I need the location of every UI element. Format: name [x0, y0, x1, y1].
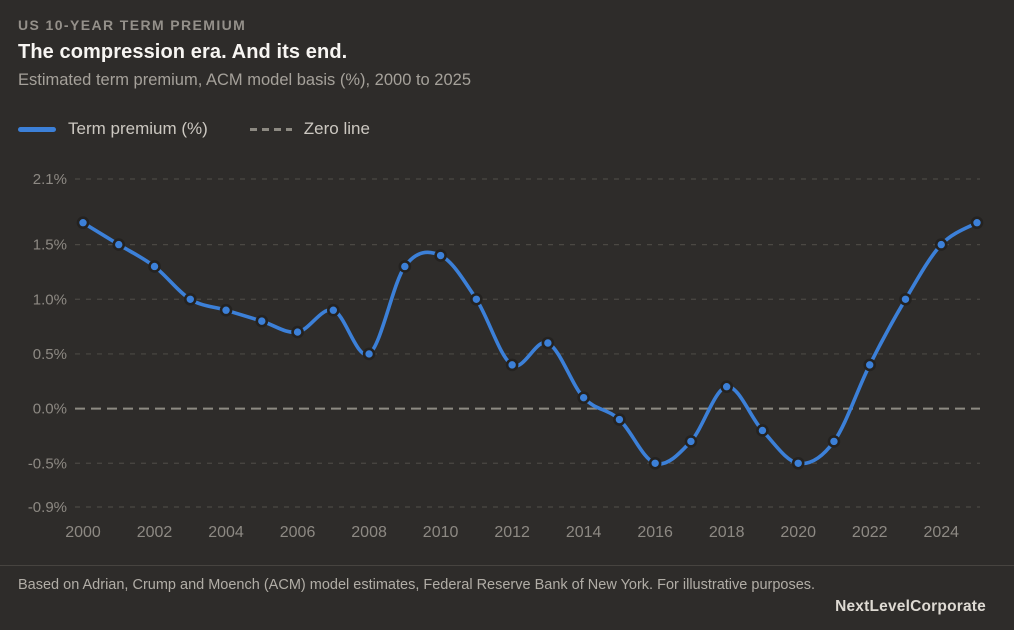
- x-axis-tick-label: 2010: [423, 524, 459, 541]
- series-line-swatch-icon: [18, 126, 56, 132]
- data-point-dot: [613, 413, 626, 426]
- data-point-dot: [434, 249, 447, 262]
- x-axis-tick-label: 2016: [637, 524, 673, 541]
- data-point-dot: [148, 260, 161, 273]
- eyebrow-label: US 10-YEAR TERM PREMIUM: [18, 17, 247, 33]
- term-premium-line-chart: 2.1% 1.5% 1.0% 0.5% 0.0% -0.5% -0.9% 2000 2002 20…: [28, 171, 984, 541]
- y-axis-tick-label: 1.0%: [33, 291, 67, 308]
- chart-legend: Term premium (%) Zero line: [18, 119, 370, 139]
- chart-footer: Based on Adrian, Crump and Moench (ACM) …: [0, 565, 1014, 630]
- y-axis-tick-label: -0.9%: [28, 499, 67, 516]
- data-point-dot: [934, 238, 948, 251]
- legend-zero-label: Zero line: [303, 119, 370, 138]
- data-point-dot: [899, 292, 912, 306]
- y-axis-tick-label: 2.1%: [33, 171, 67, 188]
- brand-label: NextLevelCorporate: [835, 598, 986, 615]
- chart-title: The compression era. And its end.: [18, 41, 348, 63]
- chart-area: 2.1% 1.5% 1.0% 0.5% 0.0% -0.5% -0.9% 2000 2002 20…: [0, 160, 1014, 560]
- data-point-dot: [684, 435, 698, 448]
- data-point-dot: [470, 292, 483, 306]
- data-point-dot: [541, 336, 555, 350]
- data-point-dot: [791, 456, 805, 470]
- data-point-dot: [827, 435, 841, 448]
- y-axis-tick-label: 0.0%: [33, 401, 67, 418]
- term-premium-series-line: [81, 220, 979, 466]
- legend-series-label: Term premium (%): [68, 119, 208, 138]
- data-point-dot: [863, 358, 877, 372]
- x-axis-tick-label: 2018: [709, 524, 745, 541]
- x-axis-tick-label: 2012: [494, 524, 530, 541]
- legend-item-zero-line: Zero line: [249, 119, 370, 139]
- x-axis-tick-label: 2020: [780, 524, 816, 541]
- chart-subtitle: Estimated term premium, ACM model basis …: [18, 71, 472, 89]
- x-axis-tick-label: 2022: [852, 524, 888, 541]
- x-axis-tick-label: 2014: [566, 524, 602, 541]
- x-axis-tick-label: 2004: [208, 524, 244, 541]
- data-point-dot: [756, 424, 769, 437]
- data-point-dot: [219, 303, 233, 317]
- y-axis-tick-label: 0.5%: [33, 346, 67, 363]
- data-point-dot: [76, 216, 90, 230]
- data-point-dot: [112, 238, 126, 251]
- x-axis-tick-label: 2002: [137, 524, 173, 541]
- zero-line-swatch-icon: [249, 127, 292, 131]
- x-axis-tick-label: 2006: [280, 524, 316, 541]
- source-note: Based on Adrian, Crump and Moench (ACM) …: [18, 577, 816, 593]
- data-point-dot: [648, 456, 662, 470]
- data-point-dot: [291, 325, 304, 339]
- data-point-dot: [577, 391, 590, 404]
- data-point-dot: [255, 314, 269, 328]
- data-point-dot: [362, 347, 376, 361]
- data-point-dot: [327, 303, 340, 317]
- data-point-dot: [970, 216, 984, 230]
- x-axis-tick-label: 2008: [351, 524, 387, 541]
- data-point-dot: [720, 380, 733, 394]
- y-axis-tick-label: -0.5%: [28, 455, 67, 472]
- data-point-dot: [398, 260, 412, 273]
- chart-header: US 10-YEAR TERM PREMIUM The compression …: [18, 17, 986, 90]
- y-axis-tick-label: 1.5%: [33, 237, 67, 254]
- data-point-dot: [183, 292, 197, 306]
- x-axis-tick-label: 2000: [65, 524, 101, 541]
- x-axis-tick-label: 2024: [923, 524, 959, 541]
- data-point-dot: [505, 358, 519, 372]
- legend-item-term-premium: Term premium (%): [18, 119, 208, 139]
